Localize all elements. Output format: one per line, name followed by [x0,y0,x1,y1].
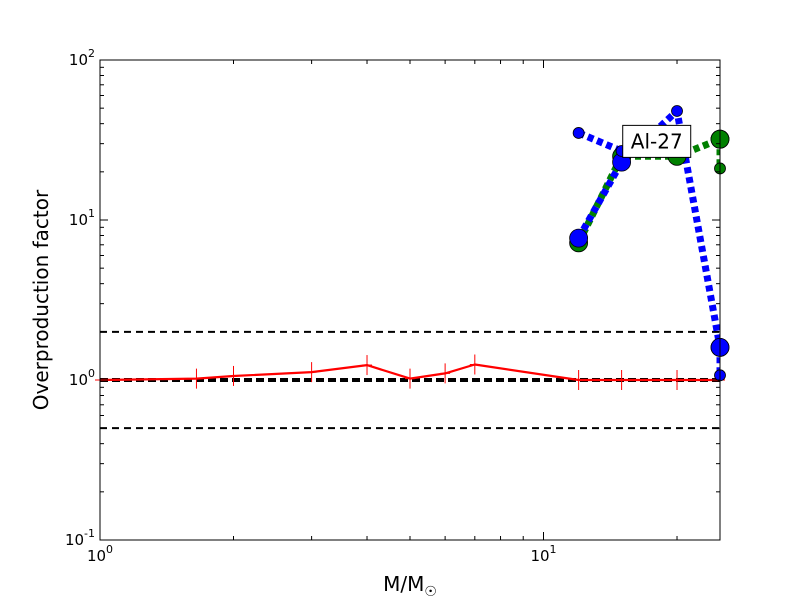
data-point [569,228,589,248]
y-tick-label-exp: -1 [84,527,95,540]
y-tick-label-base: 10 [69,211,88,229]
x-axis-label: M/M☉ [383,572,437,600]
y-tick-label-exp: 2 [88,47,95,60]
x-axis-label-main: M/M [383,572,424,596]
y-tick-label: 101 [69,207,95,229]
y-tick-label-base: 10 [65,531,84,549]
marker-layer [95,105,730,390]
x-axis-label-sub: ☉ [424,584,437,600]
x-tick-label: 100 [87,543,113,565]
series-line [100,363,720,382]
y-tick-label-base: 10 [69,371,88,389]
annotation-label: Al-27 [631,129,683,153]
y-tick-label: 102 [69,47,95,69]
x-tick-label: 101 [530,543,556,565]
data-point [572,127,585,139]
x-tick-label-exp: 1 [550,543,557,556]
y-tick-label: 10-1 [65,527,95,549]
annotation: Al-27 [622,124,692,158]
y-tick-label: 100 [69,367,95,389]
y-tick-label-base: 10 [69,51,88,69]
annotation-box [622,124,692,158]
series-line [577,129,623,155]
x-tick-label-base: 10 [87,547,106,565]
x-tick-label-exp: 0 [106,543,113,556]
x-tick-label-base: 10 [530,547,549,565]
y-tick-label-exp: 1 [88,207,95,220]
y-tick-label-exp: 0 [88,367,95,380]
y-axis-label: Overproduction factor [29,189,53,410]
data-point [671,105,683,117]
